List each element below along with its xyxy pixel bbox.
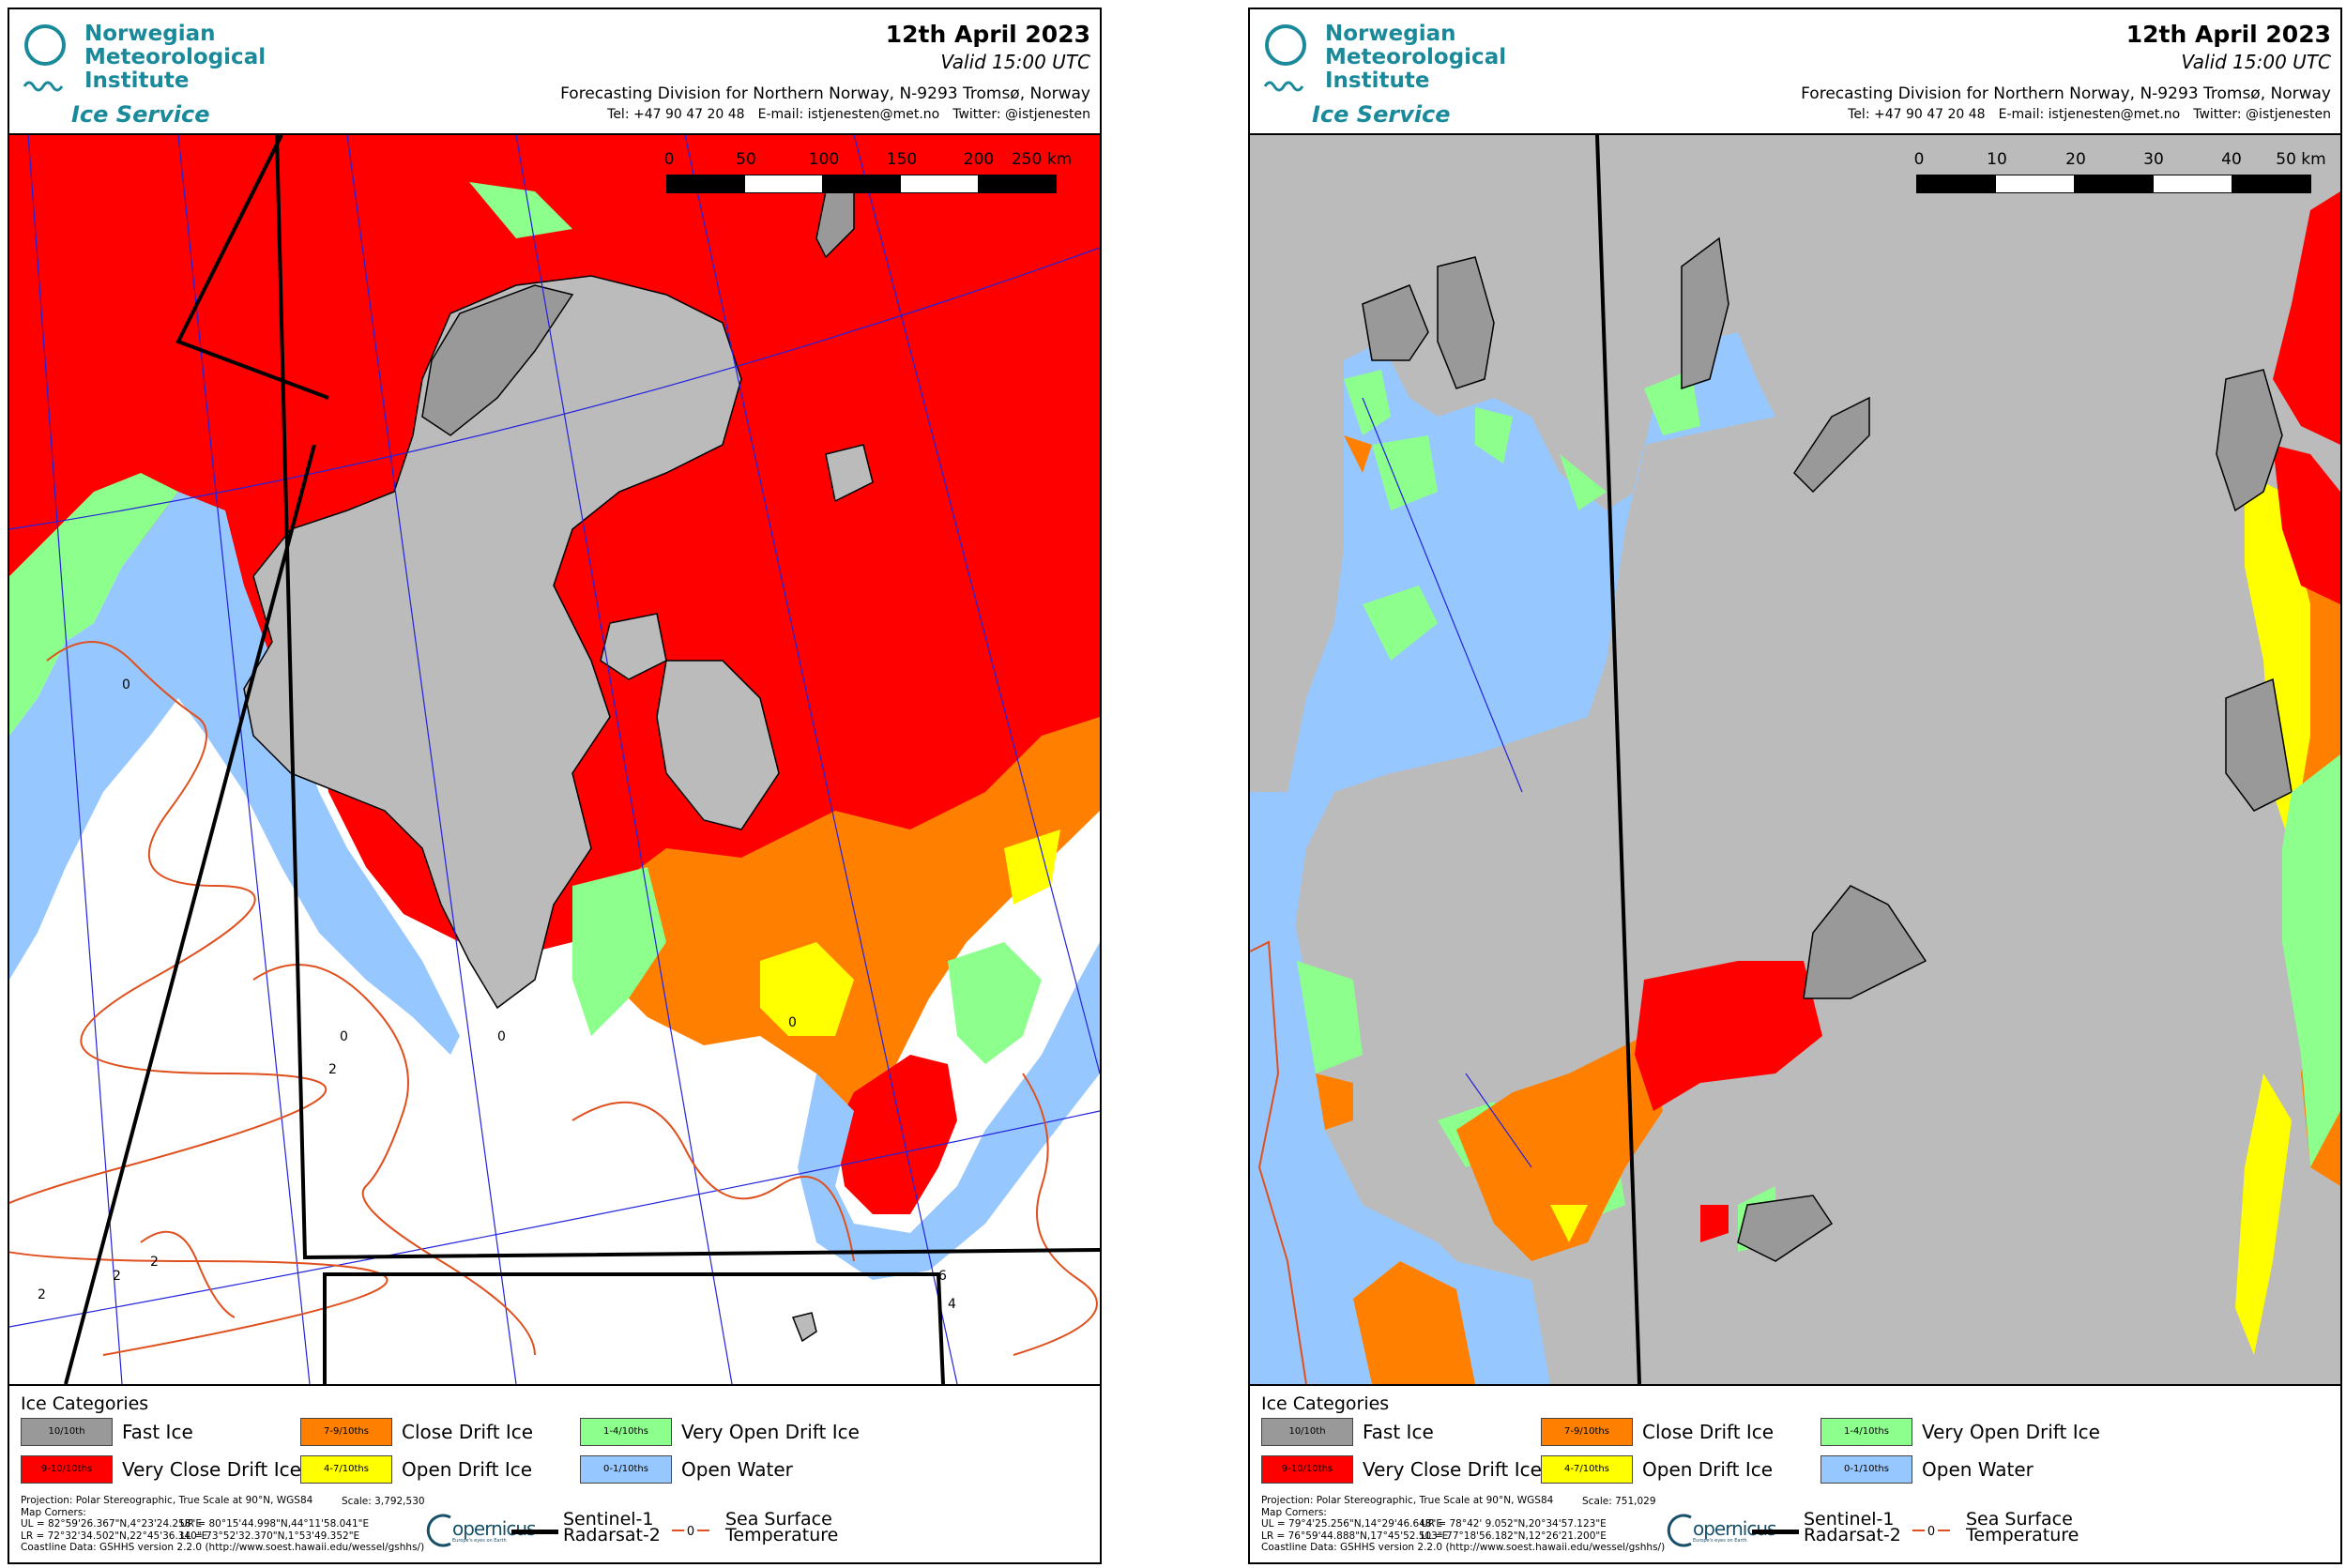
- sentinel-radarsat-label: Sentinel-1 Radarsat-2: [563, 1509, 661, 1545]
- email: E-mail: istjenesten@met.no: [1998, 107, 2181, 122]
- service-name: Ice Service: [1312, 101, 1451, 128]
- copernicus-c-icon: [1667, 1514, 1692, 1547]
- very-close-drift-ice-region-south: [835, 1055, 957, 1214]
- fast-ice-region: [1362, 236, 2293, 1262]
- ice-map[interactable]: 0 0 0 0 2 2 2 2 4 6: [9, 135, 1100, 1384]
- close-drift-ice-region: [1316, 435, 1663, 1384]
- sst-contours: [9, 641, 1098, 1356]
- valid-time: Valid 15:00 UTC: [2181, 51, 2331, 73]
- scale-bar: 0 10 20 30 40 50 km: [1914, 150, 2329, 206]
- map-scale-text: Scale: 3,792,530: [342, 1496, 425, 1507]
- sst-label: 0: [497, 1029, 506, 1044]
- division-address: Forecasting Division for Northern Norway…: [1801, 84, 2331, 103]
- sentinel-coverage-outlines: [64, 135, 1100, 1384]
- chart-date: 12th April 2023: [2125, 21, 2331, 48]
- legend-title: Ice Categories: [1261, 1393, 1390, 1414]
- sst-label: 2: [113, 1269, 121, 1284]
- graticule: [9, 135, 1100, 1384]
- chart-header: Norwegian Meteorological Institute Ice S…: [9, 9, 1100, 135]
- telephone: Tel: +47 90 47 20 48: [607, 107, 745, 122]
- copernicus-logo: opernicus Europe's eyes on Earth: [1661, 1510, 1776, 1551]
- barentsoya-landmass: [600, 613, 667, 680]
- sst-label: 0: [122, 677, 130, 693]
- sst-label: 2: [150, 1255, 159, 1270]
- sst-contours: [1250, 940, 1307, 1384]
- svg-text:0: 0: [1927, 1525, 1935, 1539]
- met-institute-logo-icon: [23, 24, 66, 92]
- sentinel-line-icon: [1752, 1530, 1799, 1534]
- sst-label: 0: [788, 1015, 797, 1030]
- close-drift-ice-region: [591, 717, 1100, 1111]
- sst-label: Sea Surface Temperature: [725, 1509, 839, 1545]
- copernicus-logo: opernicus Europe's eyes on Earth: [420, 1510, 536, 1551]
- telephone: Tel: +47 90 47 20 48: [1848, 107, 1986, 122]
- org-name: Norwegian Meteorological Institute: [1325, 22, 1507, 93]
- contact-line: Tel: +47 90 47 20 48 E-mail: istjenesten@…: [1835, 107, 2331, 122]
- sst-line-icon: 0: [672, 1523, 709, 1539]
- sentinel-radarsat-label: Sentinel-1 Radarsat-2: [1804, 1509, 1901, 1545]
- contact-line: Tel: +47 90 47 20 48 E-mail: istjenesten@…: [594, 107, 1090, 122]
- kong-karls-land-landmass: [825, 444, 874, 503]
- service-name: Ice Service: [71, 101, 210, 128]
- open-water-region: [9, 492, 1100, 1280]
- open-water-region: [1250, 332, 1775, 1384]
- chart-date: 12th April 2023: [885, 21, 1090, 48]
- sentinel-coverage-outlines: [1595, 135, 1641, 1384]
- ice-legend: Ice Categories 10/10th Fast Ice 7-9/10th…: [9, 1384, 1100, 1562]
- open-water-region-lower: [1250, 886, 1513, 1384]
- map-projection-info: Projection: Polar Stereographic, True Sc…: [1261, 1495, 1666, 1554]
- sst-label: 6: [938, 1269, 947, 1284]
- org-name: Norwegian Meteorological Institute: [84, 22, 267, 93]
- valid-time: Valid 15:00 UTC: [940, 51, 1090, 73]
- graticule: [1362, 397, 1532, 1168]
- sst-labels: 0 0 0 0 2 2 2 2 4 6: [38, 677, 956, 1312]
- very-open-drift-ice-east: [2282, 754, 2340, 1167]
- svalbard-landmass: [243, 275, 742, 1010]
- edgeoya-landmass: [656, 660, 780, 830]
- map-projection-info: Projection: Polar Stereographic, True Sc…: [21, 1495, 425, 1554]
- sst-line-icon: 0: [1912, 1523, 1950, 1539]
- legend-title: Ice Categories: [21, 1393, 149, 1414]
- ice-chart-panel-detail: Norwegian Meteorological Institute Ice S…: [1248, 8, 2342, 1564]
- sentinel-line-icon: [511, 1530, 558, 1534]
- twitter: Twitter: @istjenesten: [2193, 107, 2331, 122]
- bjornoya-landmass: [791, 1312, 817, 1343]
- very-open-drift-ice-region: [1297, 370, 1775, 1252]
- ice-legend: Ice Categories 10/10th Fast Ice 7-9/10th…: [1250, 1384, 2340, 1562]
- svg-text:0: 0: [687, 1525, 694, 1539]
- map-scale-text: Scale: 751,029: [1582, 1496, 1656, 1507]
- sst-label: 0: [340, 1029, 348, 1044]
- sst-label: 2: [38, 1287, 46, 1302]
- nordaustlandet-fast-ice: [421, 284, 574, 436]
- open-drift-ice-region: [760, 830, 1060, 1036]
- sst-label: 4: [948, 1297, 956, 1312]
- copernicus-c-icon: [426, 1514, 451, 1547]
- ice-map[interactable]: [1250, 135, 2340, 1384]
- ice-chart-panel-overview: Norwegian Meteorological Institute Ice S…: [8, 8, 1102, 1564]
- sst-label: 2: [328, 1062, 337, 1077]
- scale-bar: 0 50 100 150 200 250 km: [664, 150, 1072, 206]
- sst-label: Sea Surface Temperature: [1966, 1509, 2079, 1545]
- chart-header: Norwegian Meteorological Institute Ice S…: [1250, 9, 2340, 135]
- division-address: Forecasting Division for Northern Norway…: [560, 84, 1090, 103]
- twitter: Twitter: @istjenesten: [952, 107, 1090, 122]
- met-institute-logo-icon: [1263, 24, 1306, 92]
- email: E-mail: istjenesten@met.no: [757, 107, 940, 122]
